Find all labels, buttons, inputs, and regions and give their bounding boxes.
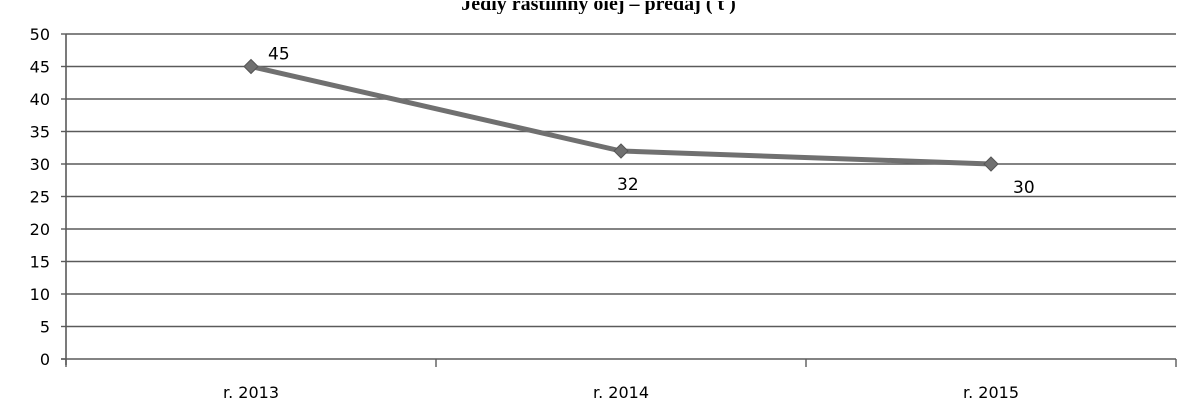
y-tick-label: 10 [30,285,50,304]
x-tick-label: r. 2013 [223,383,279,402]
y-tick-label: 45 [30,58,50,77]
axes [61,33,1177,367]
chart-title: Jedlý rastlinný olej – predaj ( t ) [461,0,736,15]
y-tick-label: 25 [30,188,50,207]
y-tick-label: 30 [30,155,50,174]
y-tick-label: 50 [30,25,50,44]
data-point-marker [243,58,259,75]
y-tick-labels: 0 5 10 15 20 25 30 35 40 45 50 [30,25,50,369]
y-tick-label: 5 [40,318,50,337]
data-labels: 45 32 30 [268,45,1035,199]
data-point-marker [613,143,629,159]
data-point-marker [983,156,999,172]
y-tick-label: 40 [30,90,50,109]
y-tick-label: 15 [30,253,50,272]
data-label: 45 [268,45,290,65]
y-tick-label: 0 [40,350,50,369]
data-label: 32 [617,175,639,195]
data-label: 30 [1013,178,1035,198]
y-tick-label: 20 [30,220,50,239]
x-tick-label: r. 2014 [593,383,649,402]
x-tick-label: r. 2015 [963,383,1019,402]
x-tick-labels: r. 2013 r. 2014 r. 2015 [223,383,1019,402]
series-markers [243,58,999,172]
y-tick-label: 35 [30,123,50,142]
